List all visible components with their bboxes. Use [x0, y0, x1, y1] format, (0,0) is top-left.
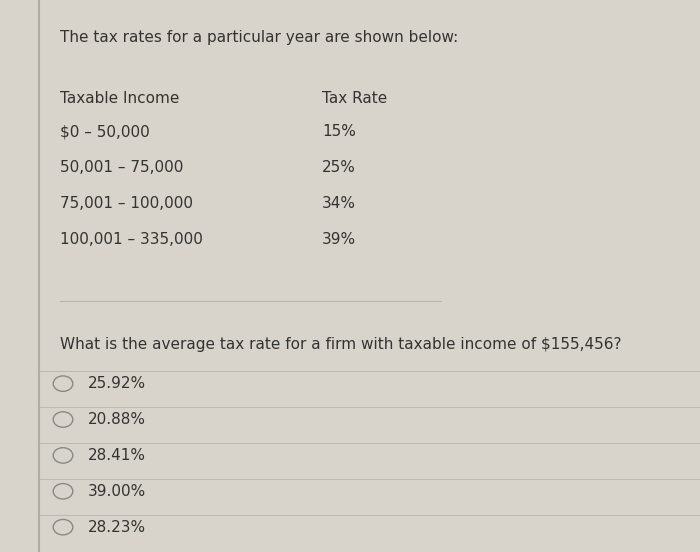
- Text: What is the average tax rate for a firm with taxable income of $155,456?: What is the average tax rate for a firm …: [60, 337, 621, 352]
- Text: $0 – 50,000: $0 – 50,000: [60, 124, 149, 139]
- Text: 28.23%: 28.23%: [88, 519, 146, 535]
- Text: 25%: 25%: [322, 160, 356, 175]
- Text: Tax Rate: Tax Rate: [322, 91, 387, 106]
- Text: 34%: 34%: [322, 196, 356, 211]
- Text: Taxable Income: Taxable Income: [60, 91, 179, 106]
- Text: 20.88%: 20.88%: [88, 412, 146, 427]
- Text: 28.41%: 28.41%: [88, 448, 146, 463]
- Text: 15%: 15%: [322, 124, 356, 139]
- Text: 39.00%: 39.00%: [88, 484, 146, 499]
- Text: 39%: 39%: [322, 232, 356, 247]
- Text: 100,001 – 335,000: 100,001 – 335,000: [60, 232, 202, 247]
- Text: 75,001 – 100,000: 75,001 – 100,000: [60, 196, 192, 211]
- Text: 50,001 – 75,000: 50,001 – 75,000: [60, 160, 183, 175]
- Text: The tax rates for a particular year are shown below:: The tax rates for a particular year are …: [60, 30, 458, 45]
- Text: 25.92%: 25.92%: [88, 376, 146, 391]
